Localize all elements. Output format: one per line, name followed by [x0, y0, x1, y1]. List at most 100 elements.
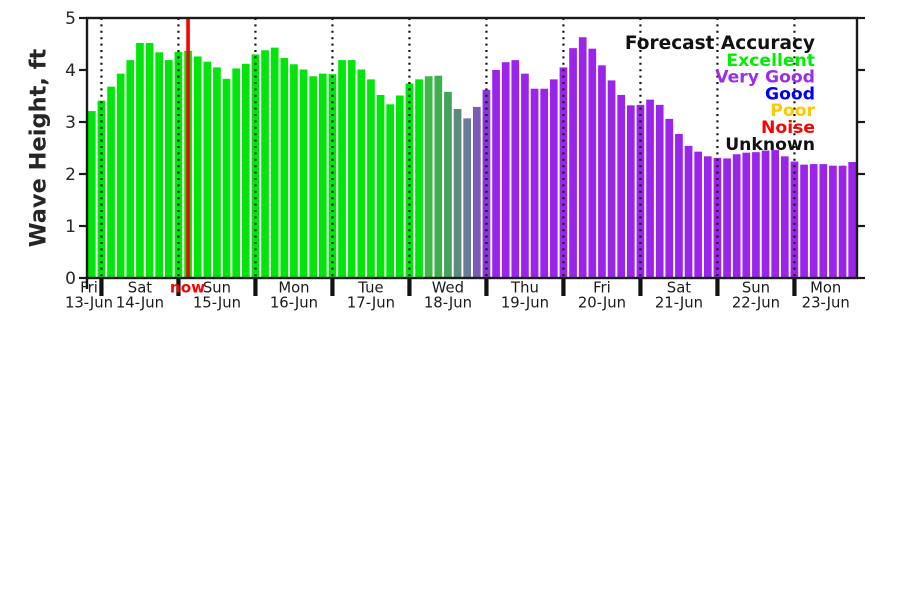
legend: Forecast Accuracy Excellent Very Good Go…: [625, 33, 816, 155]
y-tick-label: 4: [65, 61, 76, 81]
bar: [694, 151, 703, 278]
bars-group: [87, 37, 857, 279]
bar: [655, 104, 664, 278]
bar: [684, 145, 693, 278]
bar: [299, 69, 308, 278]
x-day-date: 17-Jun: [347, 295, 395, 312]
bar: [790, 161, 799, 278]
x-day-name: Fri: [80, 280, 98, 297]
bar: [752, 152, 760, 278]
x-day-name: Thu: [510, 280, 539, 297]
bar: [646, 99, 654, 278]
x-day-name: Sun: [742, 280, 770, 297]
bar: [107, 86, 115, 278]
y-tick-label: 1: [65, 217, 76, 237]
bar: [126, 60, 135, 279]
bar: [780, 156, 789, 278]
bar: [155, 52, 164, 278]
bar: [164, 60, 173, 279]
bar: [116, 73, 125, 278]
day-boundary-tick: [792, 279, 797, 296]
x-day-name: Mon: [278, 280, 309, 297]
legend-entry-excellent: Excellent: [726, 51, 815, 71]
bar: [434, 75, 443, 278]
bar: [453, 109, 462, 278]
bar: [222, 78, 231, 278]
bar: [463, 118, 472, 278]
day-boundary-tick: [407, 279, 412, 296]
legend-entry-poor: Poor: [770, 101, 815, 121]
bar: [424, 76, 433, 279]
bar: [549, 79, 558, 278]
bar: [732, 154, 741, 278]
bar: [241, 63, 250, 279]
day-boundary-tick: [330, 279, 335, 296]
x-day-date: 13-Jun: [65, 295, 113, 312]
y-ticks-group: [79, 16, 865, 280]
bar: [309, 76, 318, 279]
bar: [829, 165, 837, 278]
y-tick-labels-group: 0 1 2 3 4 5: [65, 9, 76, 289]
bar: [376, 94, 385, 279]
x-day-name: Mon: [810, 280, 841, 297]
x-ticks-group: [99, 279, 797, 296]
x-day-labels-group: Fri13-JunSat14-JunSun15-JunMon16-JunTue1…: [65, 280, 850, 312]
bar: [318, 73, 327, 278]
bar: [598, 65, 606, 278]
y-tick-label: 5: [65, 9, 76, 29]
bar: [800, 164, 808, 278]
bar: [145, 42, 154, 279]
bar: [482, 89, 491, 278]
x-day-name: Sun: [203, 280, 231, 297]
legend-entry-very-good: Very Good: [715, 68, 815, 88]
day-boundary-tick: [484, 279, 489, 296]
bar: [492, 70, 500, 278]
legend-entry-noise: Noise: [761, 118, 815, 138]
bar: [232, 68, 241, 278]
day-boundary-lines-group: [100, 18, 796, 278]
x-day-date: 22-Jun: [732, 295, 780, 312]
bar: [742, 152, 751, 278]
bar: [501, 62, 510, 279]
bar: [838, 165, 847, 278]
x-day-date: 15-Jun: [193, 295, 241, 312]
day-boundary-tick: [561, 279, 566, 296]
bar: [338, 60, 346, 279]
bar: [174, 51, 183, 278]
y-tick-label: 0: [65, 269, 76, 289]
bar: [540, 88, 549, 278]
bar: [261, 50, 269, 278]
legend-entry-good: Good: [765, 84, 815, 104]
legend-entry-unknown: Unknown: [725, 135, 815, 155]
bar: [607, 80, 616, 279]
bar: [472, 106, 481, 278]
day-boundary-tick: [715, 279, 720, 296]
bar: [703, 156, 712, 278]
bar: [347, 60, 356, 279]
x-day-name: Sat: [667, 280, 691, 297]
bar: [819, 164, 828, 278]
bar: [723, 158, 731, 278]
x-day-date: 16-Jun: [270, 295, 318, 312]
bar: [578, 37, 587, 278]
x-day-name: Sat: [128, 280, 152, 297]
plot-border: [85, 16, 859, 280]
bar: [213, 67, 221, 279]
bar: [444, 91, 452, 278]
bar: [530, 88, 539, 278]
x-day-date: 18-Jun: [424, 295, 472, 312]
bar: [415, 79, 423, 278]
bar: [203, 61, 212, 279]
bar: [290, 64, 298, 278]
y-tick-label: 2: [65, 165, 76, 185]
day-boundary-tick: [638, 279, 643, 296]
y-axis-title: Wave Height, ft: [26, 48, 52, 247]
day-boundary-tick: [176, 279, 181, 296]
bar: [771, 150, 780, 278]
bar: [761, 150, 770, 278]
bar: [357, 69, 366, 278]
bar: [136, 42, 144, 279]
bar: [367, 79, 375, 278]
